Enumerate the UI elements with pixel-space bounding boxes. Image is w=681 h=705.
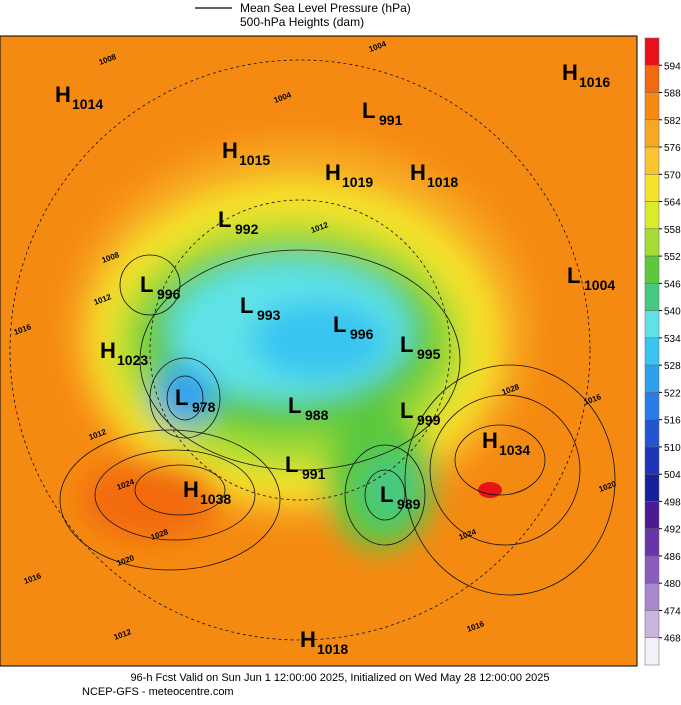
- colorbar-label: 480: [664, 579, 681, 590]
- system-pressure: 996: [350, 326, 374, 342]
- colorbar-swatch: [644, 65, 660, 93]
- footer-text: NCEP-GFS - meteocentre.com: [82, 686, 234, 698]
- colorbar-swatch: [644, 92, 660, 121]
- colorbar-label: 510: [664, 443, 681, 454]
- system-letter: L: [400, 332, 413, 357]
- colorbar-label: 474: [664, 606, 681, 617]
- system-letter: L: [175, 385, 188, 410]
- system-letter: L: [380, 482, 393, 507]
- legend-text: 500-hPa Heights (dam): [240, 15, 364, 29]
- system-letter: L: [218, 207, 231, 232]
- colorbar-label: 582: [664, 116, 681, 127]
- colorbar-label: 576: [664, 143, 681, 154]
- system-pressure: 1019: [342, 174, 373, 190]
- colorbar-swatch: [644, 419, 660, 448]
- system-pressure: 1004: [584, 277, 615, 293]
- system-letter: H: [55, 82, 71, 107]
- system-letter: L: [140, 272, 153, 297]
- colorbar-swatch: [644, 392, 660, 420]
- legend-text: Mean Sea Level Pressure (hPa): [240, 1, 411, 15]
- system-pressure: 995: [417, 346, 441, 362]
- system-letter: H: [410, 160, 426, 185]
- colorbar-swatch: [644, 255, 660, 284]
- system-pressure: 1038: [200, 491, 231, 507]
- colorbar-swatch: [644, 528, 660, 557]
- colorbar-swatch: [644, 555, 660, 584]
- system-pressure: 1014: [72, 96, 103, 112]
- colorbar-swatch: [644, 146, 660, 175]
- system-pressure: 989: [397, 496, 421, 512]
- system-pressure: 1015: [239, 152, 270, 168]
- system-letter: H: [562, 60, 578, 85]
- colorbar-label: 558: [664, 225, 681, 236]
- colorbar-label: 516: [664, 416, 681, 427]
- colorbar-label: 498: [664, 497, 681, 508]
- colorbar-swatch: [644, 637, 660, 666]
- colorbar-label: 534: [664, 334, 681, 345]
- system-letter: H: [300, 627, 316, 652]
- system-pressure: 1018: [317, 641, 348, 657]
- colorbar-swatch: [644, 337, 660, 366]
- system-letter: L: [362, 98, 375, 123]
- colorbar-swatch: [644, 174, 660, 202]
- colorbar-label: 546: [664, 279, 681, 290]
- colorbar-swatch: [644, 364, 660, 393]
- colorbar-label: 564: [664, 198, 681, 209]
- system-letter: H: [222, 138, 238, 163]
- system-pressure: 993: [257, 307, 281, 323]
- colorbar-swatch: [644, 119, 660, 148]
- colorbar-swatch: [644, 501, 660, 529]
- system-letter: H: [183, 477, 199, 502]
- system-pressure: 992: [235, 221, 259, 237]
- system-letter: H: [325, 160, 341, 185]
- system-pressure: 1016: [579, 74, 610, 90]
- colorbar-swatch: [644, 582, 660, 611]
- colorbar-label: 588: [664, 89, 681, 100]
- colorbar-label: 552: [664, 252, 681, 263]
- colorbar-label: 468: [664, 634, 681, 645]
- system-pressure: 1034: [499, 442, 530, 458]
- system-pressure: 978: [192, 399, 216, 415]
- colorbar-label: 570: [664, 170, 681, 181]
- colorbar-swatch: [644, 610, 660, 638]
- system-letter: H: [482, 428, 498, 453]
- system-letter: L: [567, 263, 580, 288]
- colorbar-label: 486: [664, 552, 681, 563]
- system-letter: L: [400, 398, 413, 423]
- colorbar-swatch: [644, 201, 660, 230]
- footer-text: 96-h Fcst Valid on Sun Jun 1 12:00:00 20…: [130, 672, 549, 684]
- colorbar-label: 522: [664, 388, 681, 399]
- system-letter: L: [285, 452, 298, 477]
- colorbar-swatch: [644, 283, 660, 311]
- colorbar-swatch: [644, 228, 660, 257]
- colorbar-label: 594: [664, 61, 681, 72]
- colorbar-label: 504: [664, 470, 681, 481]
- system-pressure: 991: [379, 112, 403, 128]
- map: [0, 36, 637, 666]
- colorbar-label: 540: [664, 307, 681, 318]
- system-letter: L: [288, 393, 301, 418]
- colorbar-swatch: [644, 473, 660, 502]
- system-pressure: 996: [157, 286, 181, 302]
- system-pressure: 1023: [117, 352, 148, 368]
- colorbar-label: 492: [664, 525, 681, 536]
- colorbar-swatch: [644, 37, 660, 66]
- system-pressure: 991: [302, 466, 326, 482]
- colorbar-swatch: [644, 310, 660, 339]
- system-letter: L: [333, 312, 346, 337]
- system-pressure: 1018: [427, 174, 458, 190]
- system-letter: L: [240, 293, 253, 318]
- system-pressure: 988: [305, 407, 329, 423]
- map-frame: [0, 35, 638, 667]
- system-letter: H: [100, 338, 116, 363]
- system-pressure: 999: [417, 412, 441, 428]
- colorbar-swatch: [644, 446, 660, 475]
- colorbar-label: 528: [664, 361, 681, 372]
